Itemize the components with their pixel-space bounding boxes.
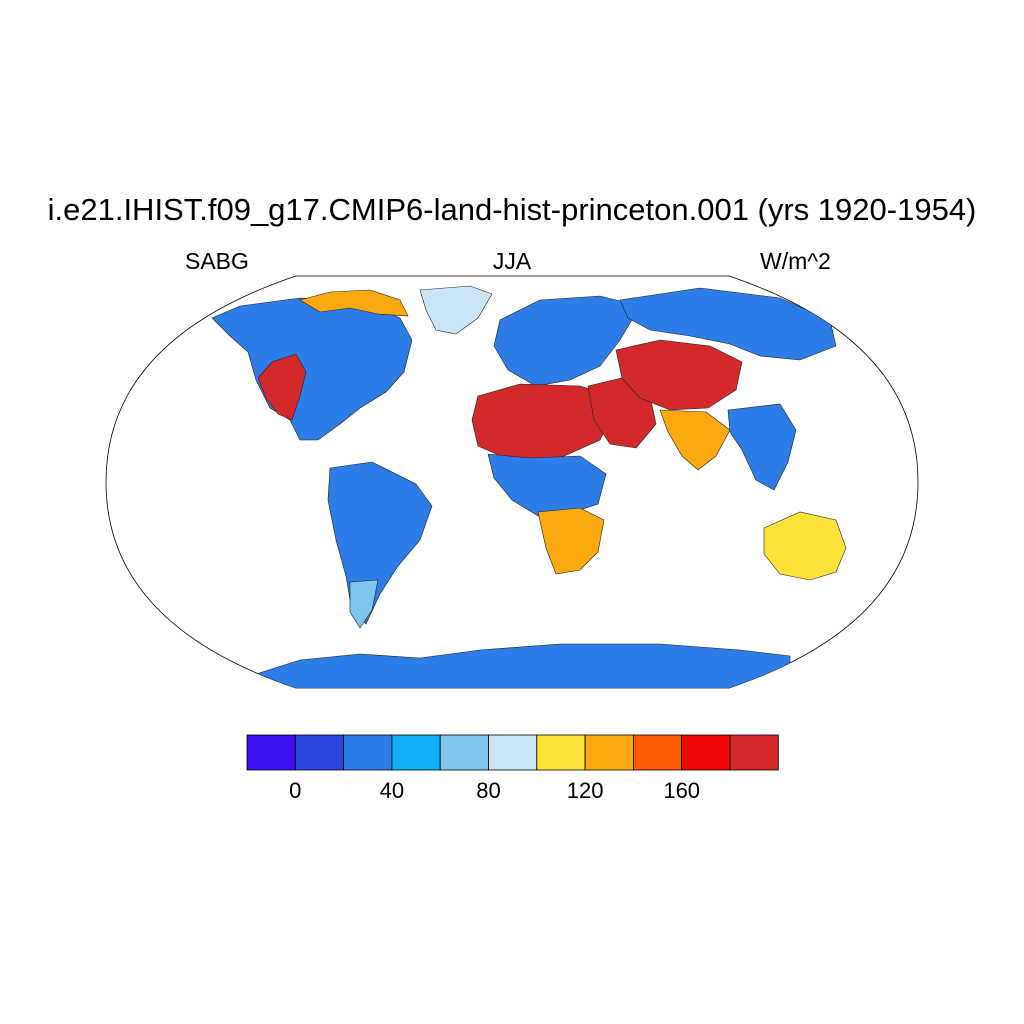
season-label: JJA xyxy=(492,248,532,274)
colorbar-tick-label: 120 xyxy=(567,778,604,803)
region-us-southwest xyxy=(257,353,307,421)
colorbar-box xyxy=(584,734,634,771)
region-southern-africa xyxy=(537,507,605,575)
colorbar-tick-label: 160 xyxy=(663,778,700,803)
colorbar-box xyxy=(343,734,393,771)
colorbar-box xyxy=(536,734,586,771)
colorbar-tick-label: 0 xyxy=(289,778,301,803)
variable-label: SABG xyxy=(185,248,249,274)
colorbar-box xyxy=(439,734,489,771)
region-australia xyxy=(763,511,847,581)
colorbar-box xyxy=(633,734,683,771)
region-central-asia xyxy=(615,339,743,411)
region-antarctica xyxy=(249,643,791,688)
colorbar-box xyxy=(246,734,296,771)
colorbar-box xyxy=(488,734,538,771)
units-label: W/m^2 xyxy=(760,248,831,274)
region-southeast-asia xyxy=(727,403,797,491)
region-europe xyxy=(493,295,641,387)
colorbar-box xyxy=(391,734,441,771)
region-central-africa xyxy=(487,453,607,517)
colorbar-tick-label: 80 xyxy=(476,778,500,803)
region-greenland xyxy=(419,285,493,335)
colorbar-box xyxy=(294,734,344,771)
region-north-africa xyxy=(471,383,621,461)
plot-title: i.e21.IHIST.f09_g17.CMIP6-land-hist-prin… xyxy=(47,192,977,227)
region-canada-arctic xyxy=(299,289,409,317)
colorbar-tick-label: 40 xyxy=(380,778,404,803)
region-patagonia xyxy=(349,579,379,629)
colorbar-box xyxy=(729,734,779,771)
colorbar-box xyxy=(681,734,731,771)
region-south-asia xyxy=(659,409,731,471)
region-siberia xyxy=(619,287,837,361)
